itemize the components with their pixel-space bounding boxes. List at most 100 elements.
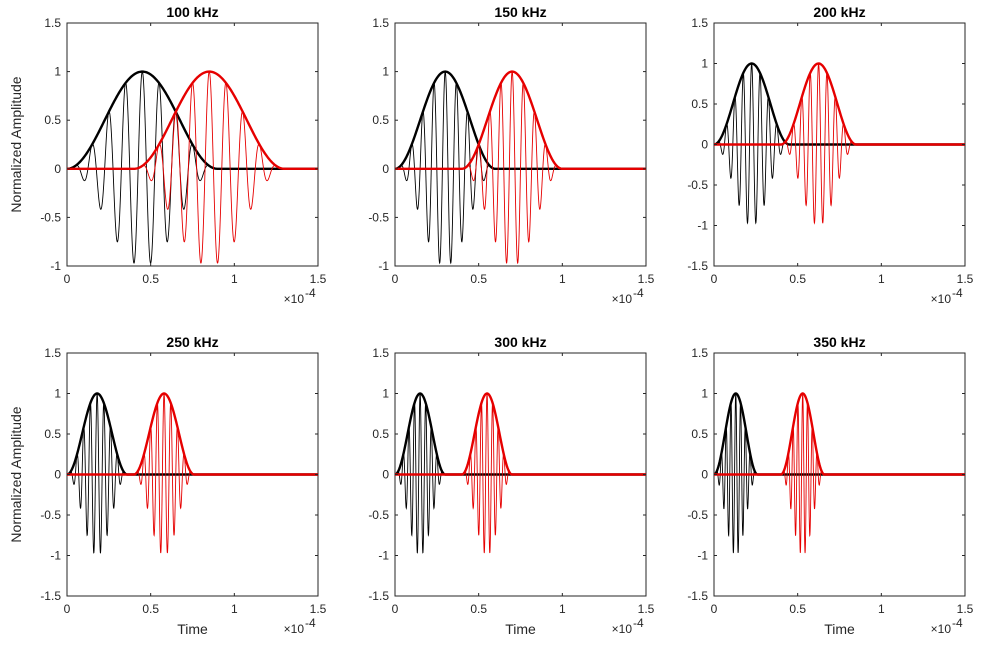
y-tick-label: 1	[54, 65, 61, 79]
y-tick-label: 1	[701, 57, 708, 71]
subplot-2: 0 0.5 1 1.5 -1 -0.5 0 0.5 1 1.5 ×10 -4 150 kHz	[368, 4, 654, 306]
y-tick-label: 1.5	[372, 346, 389, 360]
envelope-line-1	[67, 70, 318, 170]
x-tick-label: 1.5	[957, 272, 974, 286]
x-tick-label: 0	[392, 272, 399, 286]
y-axis-label: Normalized Amplitude	[8, 406, 24, 542]
x-tick-label: 1.5	[310, 272, 327, 286]
x-exponent-power: -4	[305, 286, 316, 300]
y-axis-label: Normalized Amplitude	[8, 76, 24, 212]
envelope-line-2	[714, 62, 965, 146]
y-tick-label: -1	[50, 259, 61, 273]
y-tick-label: 0	[382, 468, 389, 482]
subplot-title: 100 kHz	[166, 4, 218, 20]
subplot-title: 200 kHz	[813, 4, 865, 20]
x-exponent-base: ×10	[612, 622, 633, 636]
x-tick-label: 0	[64, 602, 71, 616]
x-tick-label: 1.5	[957, 602, 974, 616]
y-tick-label: 1	[54, 387, 61, 401]
x-tick-label: 1	[231, 272, 238, 286]
x-axis-label: Time	[824, 621, 855, 637]
subplot-title: 350 kHz	[813, 334, 865, 350]
x-tick-label: 1	[559, 272, 566, 286]
y-tick-label: -1.5	[687, 589, 708, 603]
x-tick-label: 0.5	[470, 602, 487, 616]
x-tick-label: 0	[392, 602, 399, 616]
x-exponent-power: -4	[633, 286, 644, 300]
subplot-5: 0 0.5 1 1.5 -1.5 -1 -0.5 0 0.5 1 1.5 ×10 -4 300 kHz Ti…	[368, 334, 654, 637]
y-tick-label: -1	[50, 549, 61, 563]
y-tick-label: 1	[382, 65, 389, 79]
y-tick-label: -1.5	[40, 589, 61, 603]
x-tick-label: 0	[711, 272, 718, 286]
subplot-title: 150 kHz	[494, 4, 546, 20]
envelope-line-2	[714, 392, 965, 476]
y-tick-label: 1	[382, 387, 389, 401]
x-exponent-base: ×10	[612, 292, 633, 306]
x-tick-label: 1.5	[310, 602, 327, 616]
x-tick-label: 1.5	[638, 272, 655, 286]
x-tick-label: 1	[231, 602, 238, 616]
envelope-line-2	[67, 392, 318, 476]
y-tick-label: -1	[697, 219, 708, 233]
x-axis-label: Time	[177, 621, 208, 637]
y-tick-label: -0.5	[687, 508, 708, 522]
envelope-line-2	[395, 70, 646, 170]
y-tick-label: -1.5	[368, 589, 389, 603]
x-tick-label: 0.5	[789, 602, 806, 616]
y-tick-label: 1	[701, 387, 708, 401]
x-tick-label: 0.5	[142, 602, 159, 616]
y-tick-label: -1	[378, 549, 389, 563]
x-tick-label: 1	[878, 602, 885, 616]
x-exponent-base: ×10	[931, 292, 952, 306]
y-tick-label: 0.5	[44, 427, 61, 441]
y-tick-label: 0	[382, 162, 389, 176]
y-tick-label: 0.5	[691, 97, 708, 111]
plot-area	[67, 70, 318, 264]
plot-area	[67, 391, 318, 554]
y-tick-label: 0	[701, 138, 708, 152]
y-tick-label: 0.5	[372, 427, 389, 441]
x-tick-label: 0.5	[789, 272, 806, 286]
y-tick-label: 1.5	[44, 346, 61, 360]
y-tick-label: 0	[54, 162, 61, 176]
x-exponent-power: -4	[633, 616, 644, 630]
y-tick-label: 0	[701, 468, 708, 482]
plot-area	[395, 392, 646, 554]
y-tick-label: 0	[54, 468, 61, 482]
x-tick-label: 1.5	[638, 602, 655, 616]
subplot-3: 0 0.5 1 1.5 -1.5 -1 -0.5 0 0.5 1 1.5 ×10 -4 200 kHz	[687, 4, 973, 306]
subplot-title: 250 kHz	[166, 334, 218, 350]
x-tick-label: 1	[559, 602, 566, 616]
y-tick-label: 1.5	[691, 346, 708, 360]
x-tick-label: 0.5	[470, 272, 487, 286]
y-tick-label: 0.5	[691, 427, 708, 441]
x-exponent-power: -4	[952, 286, 963, 300]
subplot-4: 0 0.5 1 1.5 -1.5 -1 -0.5 0 0.5 1 1.5 ×10 -4 250 kHz No…	[8, 334, 327, 637]
x-axis-label: Time	[505, 621, 536, 637]
x-tick-label: 0.5	[142, 272, 159, 286]
subplot-1: 0 0.5 1 1.5 -1 -0.5 0 0.5 1 1.5 ×10 -4 100 kHz Normal…	[8, 4, 327, 306]
x-exponent-power: -4	[305, 616, 316, 630]
y-tick-label: 0.5	[372, 113, 389, 127]
x-tick-label: 0	[711, 602, 718, 616]
y-tick-label: 1.5	[44, 16, 61, 30]
y-tick-label: 1.5	[691, 16, 708, 30]
plot-area	[714, 62, 965, 225]
y-tick-label: 0.5	[44, 113, 61, 127]
plot-area	[395, 70, 646, 265]
y-tick-label: -1	[378, 259, 389, 273]
x-tick-label: 1	[878, 272, 885, 286]
axes-box	[394, 22, 647, 267]
y-tick-label: 1.5	[372, 16, 389, 30]
y-tick-label: -0.5	[40, 508, 61, 522]
y-tick-label: -0.5	[368, 508, 389, 522]
x-exponent-base: ×10	[931, 622, 952, 636]
plot-area	[714, 392, 965, 554]
x-exponent-base: ×10	[284, 292, 305, 306]
subplot-title: 300 kHz	[494, 334, 546, 350]
x-exponent-base: ×10	[284, 622, 305, 636]
y-tick-label: -0.5	[687, 178, 708, 192]
envelope-line-2	[67, 70, 318, 170]
